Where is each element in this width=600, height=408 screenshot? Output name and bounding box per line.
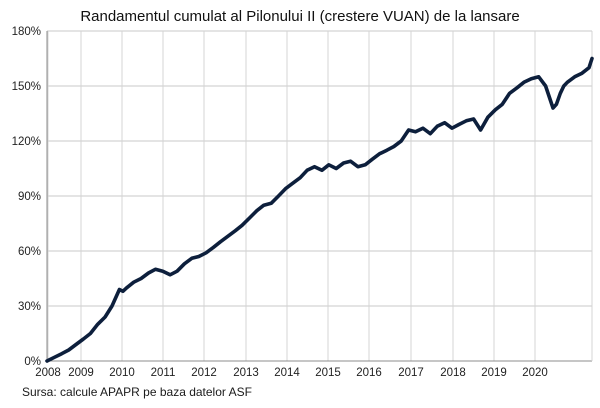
x-tick-label: 2009	[68, 367, 94, 379]
series-line	[45, 56, 594, 363]
x-tick-label: 2011	[151, 367, 176, 379]
x-tick-label: 2010	[109, 367, 135, 379]
x-tick-label: 2017	[398, 367, 424, 379]
y-tick-label: 0%	[24, 356, 41, 368]
y-tick-label: 60%	[18, 246, 41, 258]
x-tick-label: 2012	[191, 367, 217, 379]
y-tick-label: 30%	[18, 301, 41, 313]
x-tick-label: 2018	[440, 367, 466, 379]
x-tick-label: 2020	[522, 367, 548, 379]
series-layer	[45, 56, 594, 363]
x-tick-label: 2019	[481, 367, 507, 379]
chart-title: Randamentul cumulat al Pilonului II (cre…	[80, 8, 520, 25]
x-tick-label: 2013	[233, 367, 259, 379]
x-tick-label: 2015	[315, 367, 341, 379]
x-tick-label: 2014	[274, 367, 300, 379]
y-tick-label: 150%	[12, 81, 41, 93]
y-tick-label: 120%	[12, 136, 41, 148]
x-tick-label: 2008	[35, 367, 61, 379]
source-note: Sursa: calcule APAPR pe baza datelor ASF	[22, 385, 252, 399]
x-tick-label: 2016	[356, 367, 382, 379]
tick-label-layer: 0% 30% 60% 90% 120% 150% 180% 2008 2009 2010 2011 2…	[12, 26, 548, 379]
grid-layer	[47, 30, 592, 361]
y-tick-label: 90%	[18, 191, 41, 203]
y-tick-label: 180%	[12, 26, 41, 38]
axis-layer	[46, 31, 593, 362]
